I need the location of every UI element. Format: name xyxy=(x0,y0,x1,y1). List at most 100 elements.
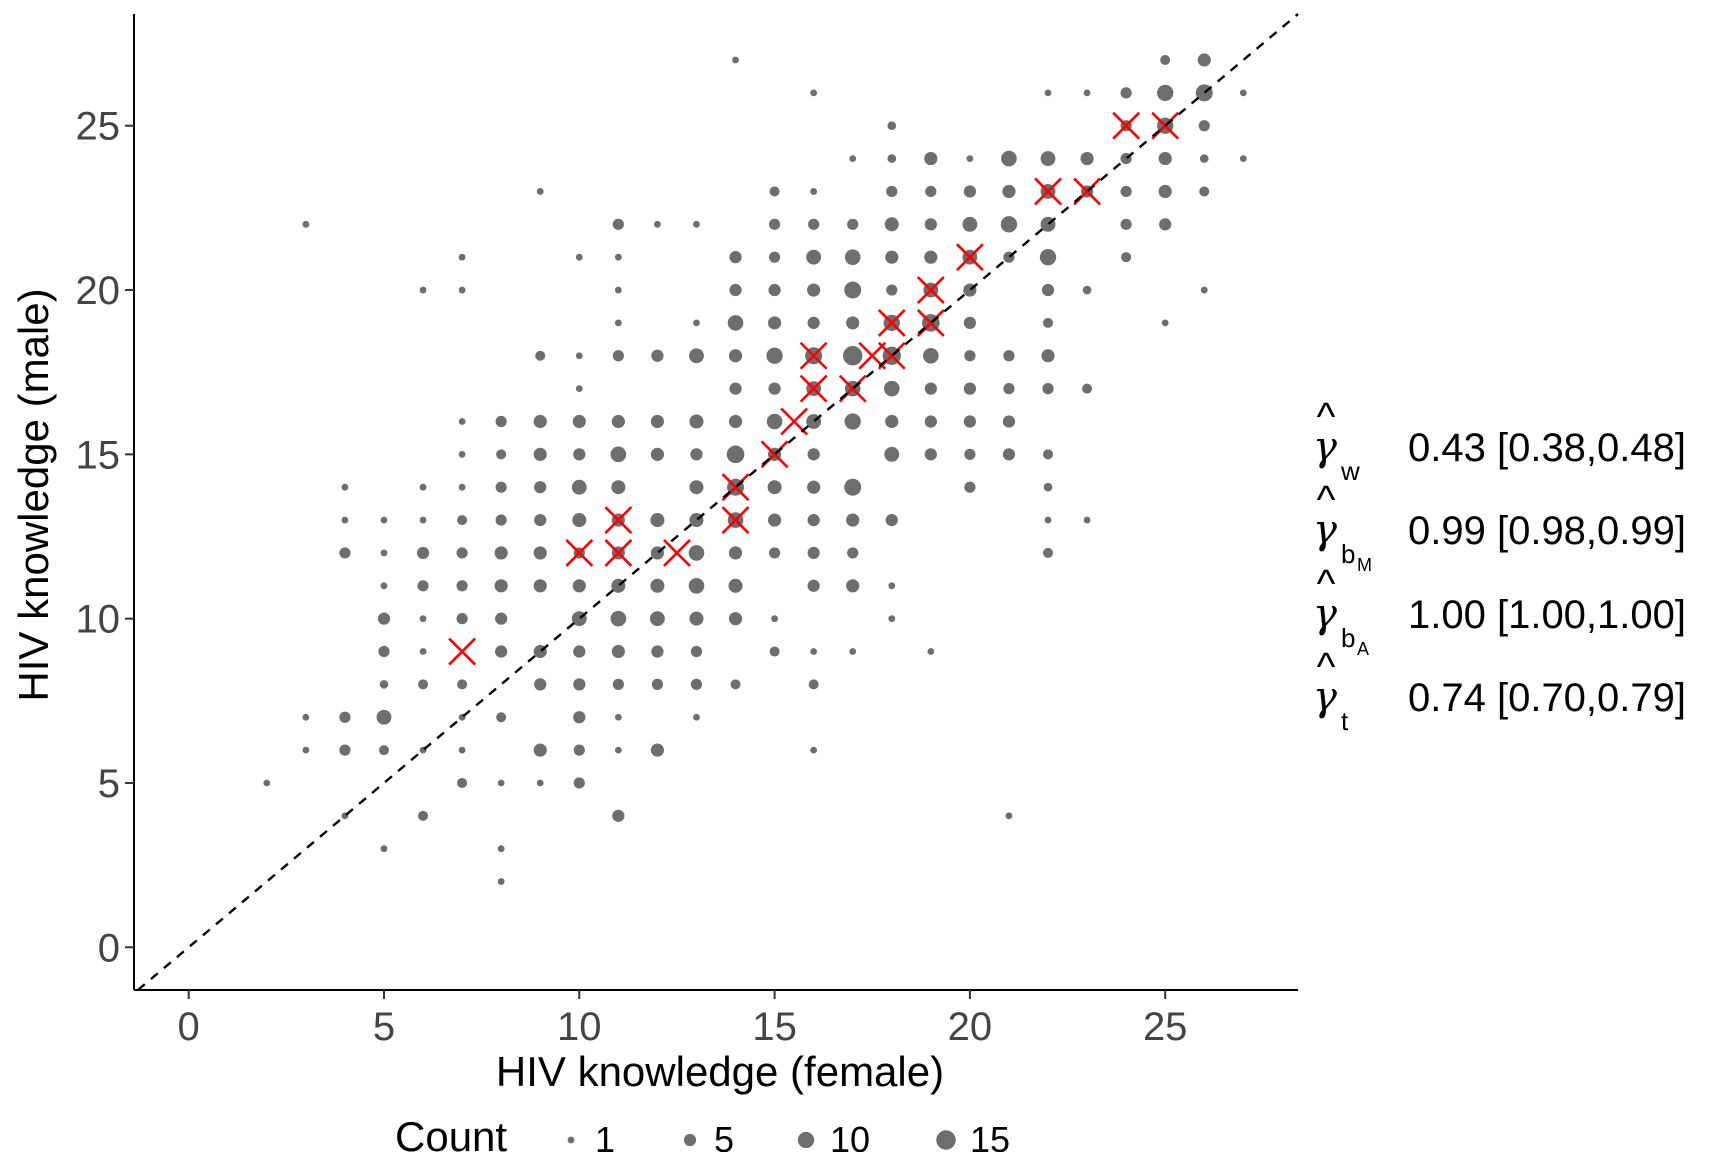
data-point xyxy=(575,253,583,261)
data-point xyxy=(497,845,505,853)
gamma-annotations: ^γw0.43 [0.38,0.48]^γb M0.99 [0.98,0.99]^… xyxy=(1313,395,1686,736)
data-point xyxy=(611,644,625,659)
data-point xyxy=(1002,184,1016,199)
gamma-estimate: 1.00 [1.00,1.00] xyxy=(1408,593,1686,637)
data-point xyxy=(1041,349,1055,363)
mean-cross xyxy=(721,506,750,534)
data-point xyxy=(887,121,897,131)
y-tick-label: 0 xyxy=(98,926,120,970)
y-tick-label: 20 xyxy=(76,269,121,313)
data-point xyxy=(339,744,351,756)
data-point xyxy=(302,713,310,721)
data-point xyxy=(575,385,583,393)
mean-cross xyxy=(448,637,477,666)
data-point xyxy=(417,580,429,592)
data-point xyxy=(533,579,547,593)
data-point xyxy=(964,481,976,493)
data-point xyxy=(883,380,900,397)
data-point xyxy=(1043,449,1054,460)
data-point xyxy=(768,547,781,559)
data-point xyxy=(808,218,820,230)
data-point xyxy=(688,577,705,594)
data-point xyxy=(963,316,977,330)
x-tick-label: 20 xyxy=(948,1005,993,1049)
data-point xyxy=(1080,152,1094,166)
data-point xyxy=(924,415,937,428)
data-point xyxy=(728,349,743,363)
data-point xyxy=(614,286,622,294)
data-point xyxy=(844,413,861,430)
mean-cross xyxy=(604,506,633,534)
data-point xyxy=(768,316,782,330)
x-tick-label: 5 xyxy=(373,1005,395,1049)
data-point xyxy=(726,445,745,464)
data-point xyxy=(927,648,935,655)
data-point xyxy=(611,414,625,429)
data-point xyxy=(649,611,665,627)
data-point xyxy=(962,216,978,232)
data-point xyxy=(1002,415,1016,428)
data-point xyxy=(376,709,392,725)
data-point xyxy=(846,513,860,527)
data-point xyxy=(1083,89,1091,97)
data-point xyxy=(496,449,507,460)
data-point xyxy=(650,447,664,461)
data-point xyxy=(808,679,819,690)
data-point xyxy=(419,648,427,655)
data-point xyxy=(963,185,977,198)
data-point xyxy=(650,578,665,593)
data-point xyxy=(768,283,781,297)
data-point xyxy=(727,315,744,331)
gamma-subscript: b xyxy=(1341,623,1355,653)
data-point xyxy=(457,515,468,526)
data-point xyxy=(458,483,466,491)
data-point xyxy=(1041,283,1055,297)
data-point xyxy=(1042,383,1054,395)
data-point xyxy=(849,648,857,655)
data-point xyxy=(651,349,664,362)
data-point xyxy=(924,250,938,264)
data-point xyxy=(842,346,863,366)
data-point xyxy=(1083,516,1091,524)
data-point xyxy=(378,645,390,658)
gamma-annotation-row: ^γt 0.74 [0.70,0.79] xyxy=(1313,645,1686,736)
x-tick-label: 10 xyxy=(557,1005,602,1049)
data-point xyxy=(688,545,705,561)
data-point xyxy=(378,745,389,756)
data-point xyxy=(302,220,310,228)
gamma-estimate: 0.74 [0.70,0.79] xyxy=(1408,676,1686,720)
legend-key xyxy=(936,1130,956,1150)
data-point xyxy=(728,546,743,560)
data-point xyxy=(497,779,505,787)
data-point xyxy=(689,348,704,364)
gamma-annotation-row: ^γw 0.43 [0.38,0.48] xyxy=(1313,395,1686,486)
data-point xyxy=(419,286,427,294)
gamma-symbol: γ xyxy=(1313,424,1337,470)
data-point xyxy=(458,286,466,294)
y-tick-label: 25 xyxy=(76,105,121,149)
x-tick-label: 25 xyxy=(1143,1005,1188,1049)
crosses-layer xyxy=(448,111,1180,666)
data-point xyxy=(1159,218,1172,231)
data-point xyxy=(1082,285,1092,295)
data-point xyxy=(886,284,898,296)
data-point xyxy=(810,188,818,195)
data-point xyxy=(728,414,743,429)
data-point xyxy=(612,678,624,690)
data-point xyxy=(1158,152,1172,166)
data-point xyxy=(612,350,624,362)
data-point xyxy=(495,415,507,428)
data-point xyxy=(536,188,544,195)
data-point xyxy=(416,546,430,560)
data-point xyxy=(495,612,508,625)
data-point xyxy=(966,155,974,162)
data-point xyxy=(807,579,820,592)
data-point xyxy=(573,744,585,756)
data-point xyxy=(689,611,704,626)
data-point xyxy=(810,746,818,754)
data-point xyxy=(1120,185,1132,198)
data-point xyxy=(810,648,818,655)
data-point xyxy=(263,779,271,787)
data-point xyxy=(610,610,627,627)
